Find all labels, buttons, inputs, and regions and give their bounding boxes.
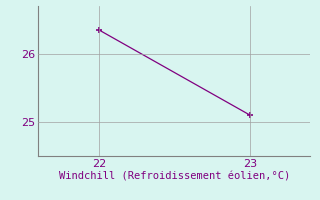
X-axis label: Windchill (Refroidissement éolien,°C): Windchill (Refroidissement éolien,°C) xyxy=(59,172,290,182)
